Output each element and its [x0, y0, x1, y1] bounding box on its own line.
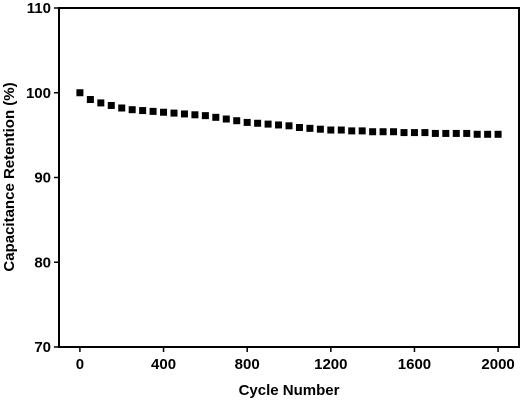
- y-axis-title: Capacitance Retention (%): [1, 82, 18, 271]
- x-tick-label: 400: [151, 356, 176, 373]
- data-point: [212, 113, 220, 121]
- x-tick-label: 1600: [398, 356, 431, 373]
- data-point: [484, 130, 492, 138]
- data-point: [201, 112, 209, 120]
- y-tick-label: 100: [26, 85, 51, 102]
- axis-ticks: [54, 7, 499, 352]
- data-point: [243, 118, 251, 126]
- y-tick-label: 110: [27, 0, 51, 17]
- data-point: [390, 128, 398, 136]
- data-point: [369, 128, 377, 136]
- data-point: [160, 108, 168, 116]
- data-point: [76, 89, 84, 97]
- data-point: [452, 129, 460, 137]
- data-point: [316, 125, 324, 133]
- data-point: [107, 101, 115, 109]
- data-point: [431, 129, 439, 137]
- data-point: [473, 130, 481, 138]
- data-point: [264, 120, 272, 128]
- data-point: [97, 99, 105, 107]
- data-point: [379, 128, 387, 136]
- data-point: [400, 129, 408, 137]
- x-tick-label: 800: [235, 356, 260, 373]
- axis-tick-labels: 0 400 800 1200 1600 2000 70 80 90 100 110: [26, 0, 515, 373]
- data-point: [275, 121, 283, 129]
- y-tick-label: 90: [34, 170, 51, 187]
- data-point: [180, 110, 188, 118]
- data-point: [463, 129, 471, 137]
- data-point: [306, 124, 314, 132]
- y-tick-label: 70: [34, 339, 51, 356]
- data-point: [149, 107, 157, 115]
- plot-frame: [58, 7, 520, 348]
- data-point: [118, 104, 126, 112]
- data-point: [254, 119, 262, 127]
- data-point: [494, 130, 502, 138]
- data-point: [139, 107, 147, 115]
- y-tick-label: 80: [34, 254, 51, 271]
- data-point: [86, 96, 94, 104]
- data-point: [421, 129, 429, 137]
- x-tick-label: 1200: [314, 356, 347, 373]
- data-point: [337, 126, 345, 134]
- data-point: [285, 122, 293, 130]
- data-point: [295, 123, 303, 131]
- x-axis-title: Cycle Number: [239, 382, 340, 399]
- data-point: [222, 115, 230, 123]
- data-point: [170, 109, 178, 117]
- x-tick-label: 0: [76, 356, 84, 373]
- data-point: [327, 126, 335, 134]
- data-point: [410, 129, 418, 137]
- data-point: [191, 111, 199, 119]
- x-tick-label: 2000: [481, 356, 514, 373]
- data-markers: [76, 89, 502, 138]
- data-point: [358, 127, 366, 135]
- data-point: [348, 127, 356, 135]
- data-point: [128, 106, 136, 114]
- data-point: [233, 117, 241, 125]
- data-point: [442, 129, 450, 137]
